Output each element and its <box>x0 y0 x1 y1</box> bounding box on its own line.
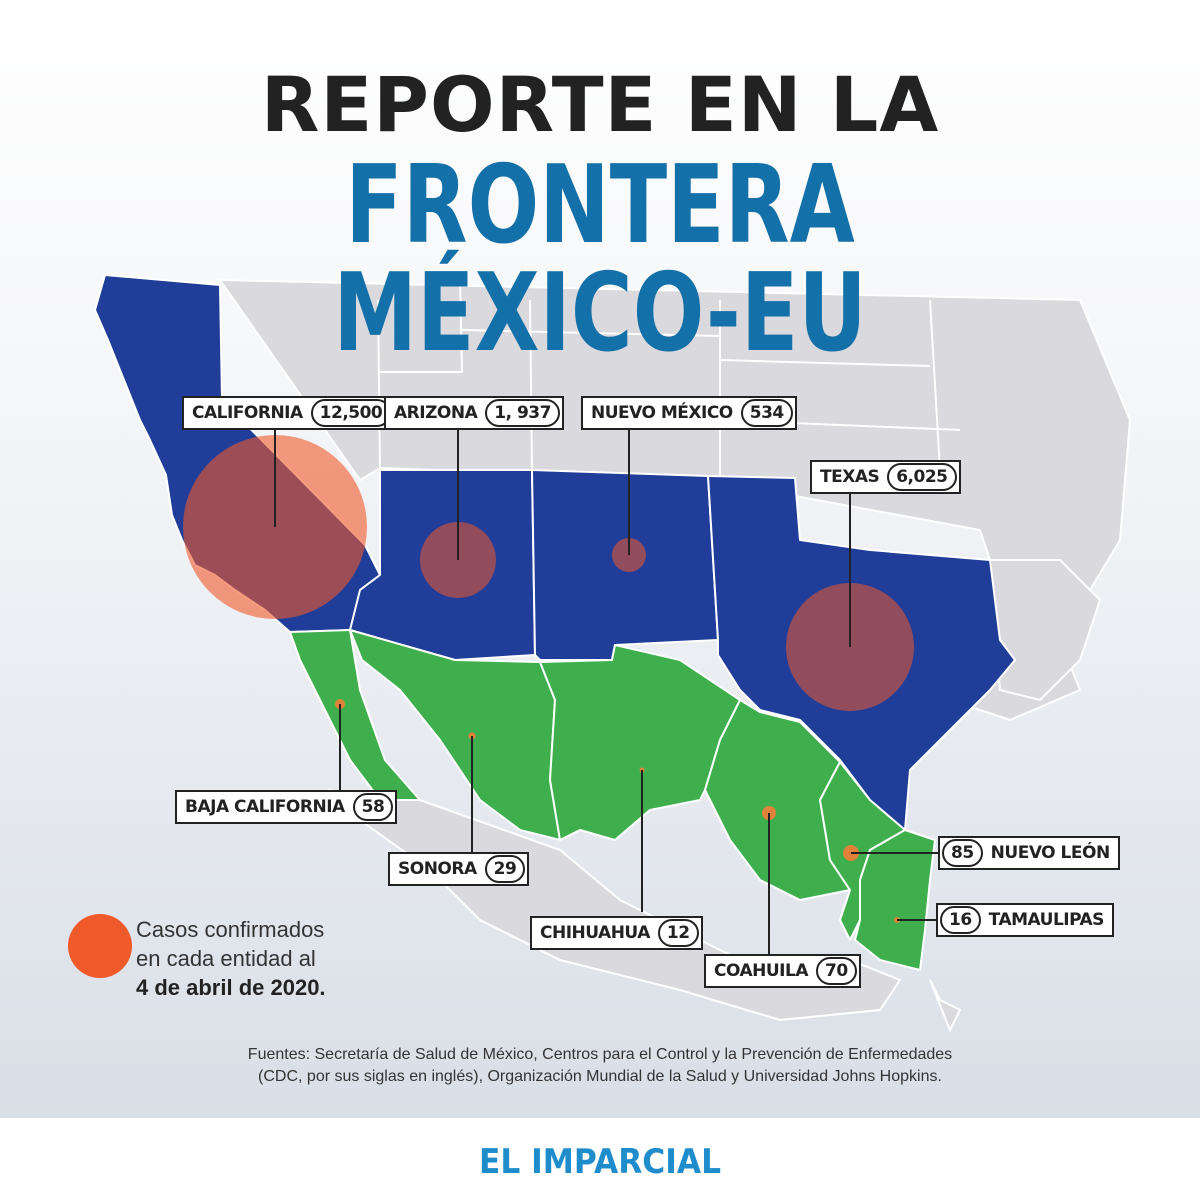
label-name: SONORA <box>398 859 477 879</box>
sources-line-2: (CDC, por sus siglas en inglés), Organiz… <box>258 1068 942 1085</box>
label-california: CALIFORNIA 12,500 <box>182 396 396 430</box>
legend-swatch <box>68 914 132 978</box>
legend-line-3: 4 de abril de 2020. <box>136 975 326 1000</box>
sources-line-1: Fuentes: Secretaría de Salud de México, … <box>247 1046 953 1063</box>
label-cases: 534 <box>740 399 793 427</box>
label-arizona: ARIZONA 1, 937 <box>384 396 564 430</box>
state-baja-california <box>289 629 421 801</box>
title-line-1: REPORTE EN LA <box>260 60 940 149</box>
label-cases: 58 <box>352 793 394 821</box>
label-cases: 70 <box>815 957 857 985</box>
label-tamaulipas: 16 TAMAULIPAS <box>936 903 1114 937</box>
label-name: COAHUILA <box>714 961 808 981</box>
label-cases: 12,500 <box>310 399 392 427</box>
label-name: NUEVO MÉXICO <box>591 403 733 423</box>
state-nuevo-leon <box>819 761 906 941</box>
publisher-logo: EL IMPARCIAL <box>478 1142 722 1182</box>
label-cases: 6,025 <box>887 463 957 491</box>
label-name: TAMAULIPAS <box>988 910 1105 930</box>
state-sonora <box>349 629 561 841</box>
leader-lines <box>274 430 940 954</box>
label-name: BAJA CALIFORNIA <box>185 797 345 817</box>
label-cases: 12 <box>657 919 699 947</box>
label-name: TEXAS <box>820 467 880 487</box>
label-name: CHIHUAHUA <box>540 923 650 943</box>
mexico-border-states <box>289 629 936 971</box>
label-texas: TEXAS 6,025 <box>810 460 961 494</box>
sources: Fuentes: Secretaría de Salud de México, … <box>0 1044 1200 1088</box>
state-chihuahua <box>539 644 741 841</box>
legend-line-1: Casos confirmados <box>136 917 325 942</box>
legend-line-2: en cada entidad al <box>136 946 316 971</box>
label-sonora: SONORA 29 <box>388 852 530 886</box>
state-tamaulipas <box>854 829 936 971</box>
label-chihuahua: CHIHUAHUA 12 <box>530 916 703 950</box>
legend: Casos confirmados en cada entidad al 4 d… <box>136 915 326 1002</box>
label-name: CALIFORNIA <box>192 403 303 423</box>
label-name: NUEVO LEÓN <box>990 843 1111 863</box>
label-nuevo-leon: 85 NUEVO LEÓN <box>938 836 1120 870</box>
label-cases: 85 <box>942 839 983 867</box>
label-name: ARIZONA <box>394 403 478 423</box>
footer-bar <box>0 1118 1200 1200</box>
label-cases: 29 <box>484 855 526 883</box>
title-line-2: FRONTERA MÉXICO-EU <box>333 143 867 376</box>
label-cases: 16 <box>940 906 981 934</box>
label-coahuila: COAHUILA 70 <box>704 954 861 988</box>
label-nuevo-mexico: NUEVO MÉXICO 534 <box>581 396 797 430</box>
label-cases: 1, 937 <box>485 399 560 427</box>
label-baja-california: BAJA CALIFORNIA 58 <box>175 790 398 824</box>
